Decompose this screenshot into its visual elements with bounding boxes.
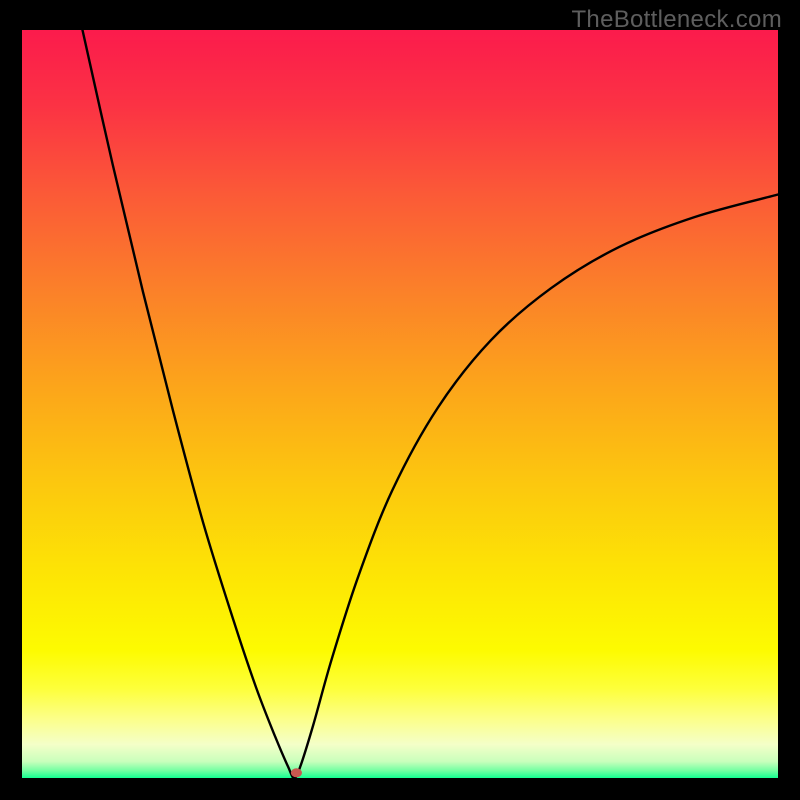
optimum-marker [291,768,302,777]
chart-frame: TheBottleneck.com [0,0,800,800]
bottleneck-chart-svg [22,30,778,778]
plot-area [22,30,778,778]
gradient-background [22,30,778,778]
